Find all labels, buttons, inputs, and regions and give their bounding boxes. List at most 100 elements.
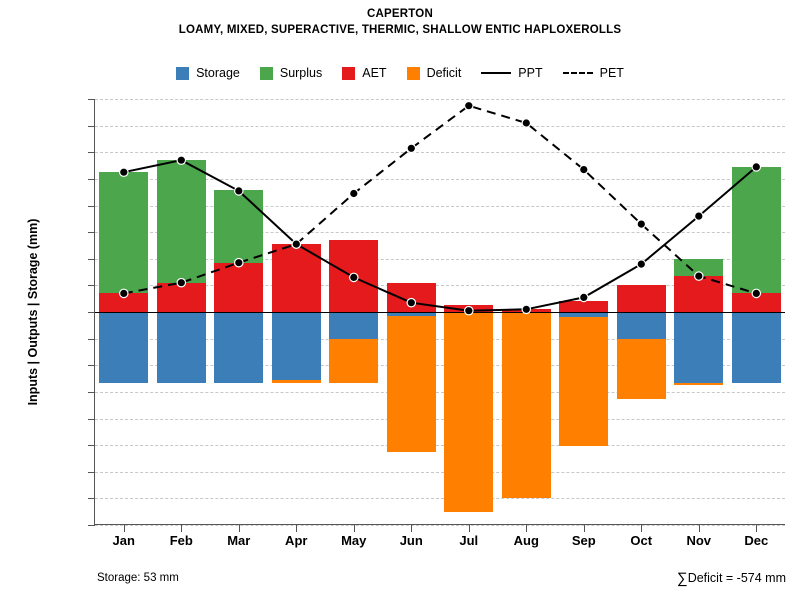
data-point-pet xyxy=(521,118,532,128)
plot-area: 1601401201008060402002040608010012014016… xyxy=(88,99,785,548)
bar-segment-storage xyxy=(156,312,206,383)
bar-segment-deficit xyxy=(559,317,609,447)
bar-group-jun[interactable] xyxy=(386,99,436,525)
x-tick-mark xyxy=(353,525,355,532)
y-tick-mark xyxy=(88,232,95,234)
x-tick-label-jul: Jul xyxy=(459,533,479,548)
grid-line xyxy=(95,178,785,180)
title-line-1: CAPERTON xyxy=(367,8,433,20)
bar-group-jan[interactable] xyxy=(99,99,149,525)
x-tick-label-aug: Aug xyxy=(513,533,539,548)
legend-label: Surplus xyxy=(279,66,323,80)
y-tick-mark xyxy=(88,445,95,447)
x-tick-mark xyxy=(526,525,528,532)
data-point-ppt xyxy=(176,155,187,165)
data-point-ppt xyxy=(751,162,762,172)
bar-segment-deficit xyxy=(444,312,494,512)
y-tick-mark xyxy=(88,178,95,180)
title-line-2: LOAMY, MIXED, SUPERACTIVE, THERMIC, SHAL… xyxy=(178,24,622,36)
legend-item-ppt[interactable]: PPT xyxy=(481,66,543,80)
data-point-pet xyxy=(463,100,474,111)
y-axis-label: Inputs | Outputs | Storage (mm) xyxy=(26,218,40,406)
legend-item-surplus[interactable]: Surplus xyxy=(259,66,323,80)
grid-line xyxy=(95,445,785,447)
bar-group-apr[interactable] xyxy=(271,99,321,525)
y-tick-mark xyxy=(88,471,95,473)
legend-label: AET xyxy=(362,66,387,80)
bar-segment-surplus xyxy=(674,258,724,277)
bar-segment-aet xyxy=(99,293,149,312)
zero-line xyxy=(95,312,785,313)
bar-segment-aet xyxy=(156,282,206,312)
bar-group-feb[interactable] xyxy=(156,99,206,525)
sigma-symbol: ∑ xyxy=(677,570,688,587)
x-tick-label-mar: Mar xyxy=(227,533,251,548)
bar-group-nov[interactable] xyxy=(674,99,724,525)
bar-group-dec[interactable] xyxy=(731,99,781,525)
legend-swatch-icon xyxy=(406,66,420,80)
data-point-pet xyxy=(578,164,589,175)
bar-segment-storage xyxy=(386,312,436,316)
grid-line xyxy=(95,418,785,420)
bar-segment-surplus xyxy=(214,189,264,263)
grid-line xyxy=(95,525,785,526)
bar-group-oct[interactable] xyxy=(616,99,666,525)
y-tick-mark xyxy=(88,312,95,313)
grid-line xyxy=(95,232,785,234)
legend-item-aet[interactable]: AET xyxy=(342,66,387,80)
data-point-pet xyxy=(348,188,359,199)
bar-segment-deficit xyxy=(616,338,666,399)
legend-label: Deficit xyxy=(426,66,462,80)
bar-segment-deficit xyxy=(329,338,379,383)
chart-title: CAPERTON LOAMY, MIXED, SUPERACTIVE, THER… xyxy=(0,6,800,38)
data-point-pet xyxy=(176,277,187,288)
x-tick-mark xyxy=(296,525,298,532)
y-tick-mark xyxy=(88,338,95,340)
grid-line xyxy=(95,205,785,207)
x-tick-mark xyxy=(756,525,758,532)
y-tick-mark xyxy=(88,418,95,420)
bar-group-aug[interactable] xyxy=(501,99,551,525)
bar-group-sep[interactable] xyxy=(559,99,609,525)
bar-segment-surplus xyxy=(731,166,781,294)
data-point-pet xyxy=(636,219,647,229)
bar-segment-aet xyxy=(616,285,666,312)
data-point-ppt xyxy=(578,292,589,303)
grid-line xyxy=(95,471,785,473)
line-series-layer xyxy=(118,100,762,316)
x-tick-label-nov: Nov xyxy=(686,533,712,548)
x-tick-mark xyxy=(468,525,470,532)
y-tick-mark xyxy=(88,205,95,207)
bar-segment-deficit xyxy=(386,315,436,452)
data-point-pet xyxy=(751,288,762,299)
data-point-ppt xyxy=(234,186,244,196)
legend-item-storage[interactable]: Storage xyxy=(176,66,240,80)
data-point-ppt xyxy=(348,272,359,283)
legend-label: Storage xyxy=(196,66,240,80)
grid-line xyxy=(95,258,785,260)
data-point-ppt xyxy=(693,211,704,221)
line-pet xyxy=(123,104,757,295)
data-point-ppt xyxy=(463,305,474,316)
storage-note: Storage: 53 mm xyxy=(97,572,179,584)
legend-item-deficit[interactable]: Deficit xyxy=(406,66,462,80)
bar-group-mar[interactable] xyxy=(214,99,264,525)
y-tick-mark xyxy=(88,285,95,287)
deficit-total-note: ∑Deficit = -574 mm xyxy=(677,570,786,587)
line-ppt xyxy=(123,159,757,312)
x-tick-label-sep: Sep xyxy=(571,533,596,548)
x-tick-label-jun: Jun xyxy=(399,533,423,548)
chart-legend: Storage Surplus AET Deficit PPT PET xyxy=(0,66,800,80)
bar-segment-deficit xyxy=(501,312,551,499)
y-tick-mark xyxy=(88,152,95,154)
bar-segment-storage xyxy=(674,312,724,383)
bar-segment-storage xyxy=(99,312,149,383)
data-point-pet xyxy=(406,143,417,154)
legend-label: PPT xyxy=(518,66,543,80)
bar-segment-deficit xyxy=(674,382,724,386)
bar-segment-storage xyxy=(731,312,781,383)
data-point-ppt xyxy=(521,304,532,315)
grid-line xyxy=(95,285,785,287)
legend-item-pet[interactable]: PET xyxy=(562,66,624,80)
